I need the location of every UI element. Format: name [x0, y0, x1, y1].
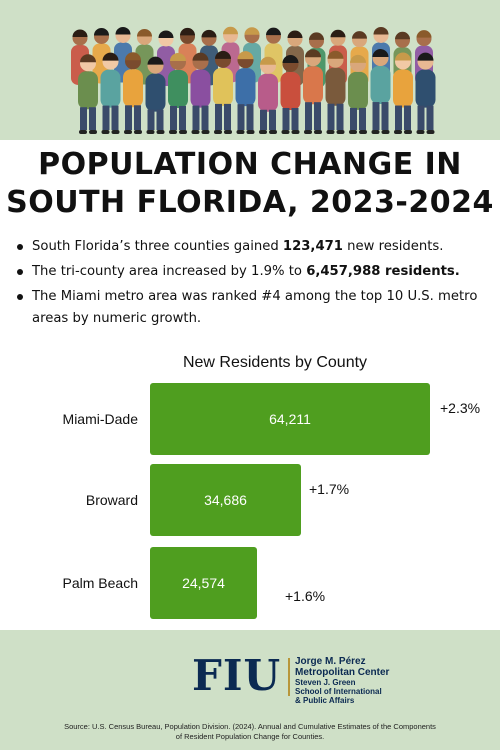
category-label: Palm Beach	[63, 575, 138, 591]
person-figure	[348, 54, 368, 134]
person-figure	[370, 49, 391, 134]
person-figure	[280, 54, 301, 134]
value-label: 24,574	[182, 575, 225, 591]
value-label: 34,686	[204, 492, 247, 508]
center-name-line: Metropolitan Center	[295, 667, 390, 678]
bullet-item: The Miami metro area was ranked #4 among…	[14, 286, 492, 330]
person-figure	[145, 56, 166, 134]
person-figure	[213, 50, 233, 134]
bullet-bold: 123,471	[282, 239, 343, 254]
crowd-illustration	[71, 26, 436, 134]
bar-palm-beach	[150, 547, 257, 619]
chart-title: New Residents by County	[182, 354, 368, 371]
center-name-line: Steven J. Green	[295, 678, 356, 687]
title-line-2: SOUTH FLORIDA, 2023-2024	[6, 185, 494, 220]
logo-divider	[288, 658, 290, 696]
bar-broward	[150, 464, 301, 536]
percent-change-label: +1.6%	[285, 588, 325, 604]
person-figure	[325, 50, 346, 134]
person-figure	[258, 56, 278, 134]
bar-chart: Miami-Dade 64,211 +2.3% Broward 34,686 +1.7% P…	[63, 383, 480, 619]
title-line-1: POPULATION CHANGE IN	[38, 147, 462, 182]
person-figure	[123, 52, 143, 134]
person-figure	[190, 52, 211, 134]
value-label: 64,211	[269, 411, 311, 427]
category-label: Miami-Dade	[63, 411, 139, 427]
center-name-line: Jorge M. Pérez	[295, 656, 366, 667]
bullet-text-end: new residents.	[342, 239, 444, 254]
bullet-item: The tri-county area increased by 1.9% to…	[14, 261, 492, 283]
person-figure	[303, 49, 323, 134]
center-name-line: & Public Affairs	[295, 696, 355, 705]
category-label: Broward	[86, 492, 138, 508]
source-citation: Source: U.S. Census Bureau, Population D…	[64, 722, 436, 741]
center-name: Jorge M. Pérez Metropolitan Center Steve…	[295, 656, 495, 705]
person-figure	[135, 28, 154, 85]
key-facts-list: South Florida’s three counties gained 12…	[14, 236, 492, 333]
bullet-bold: 6,457,988 residents.	[306, 264, 460, 279]
bullet-text: South Florida’s three counties gained	[32, 239, 283, 254]
fiu-wordmark: FIU	[192, 651, 282, 700]
person-figure	[235, 51, 256, 134]
bar-miami-dade	[150, 383, 430, 455]
center-name-line: School of International	[295, 687, 382, 696]
page-title: POPULATION CHANGE IN SOUTH FLORIDA, 2023…	[0, 146, 500, 222]
person-figure	[168, 52, 188, 134]
percent-change-label: +1.7%	[309, 481, 349, 497]
bullet-item: South Florida’s three counties gained 12…	[14, 236, 492, 258]
person-figure	[100, 52, 121, 134]
bullet-text: The Miami metro area was ranked #4 among…	[32, 289, 478, 326]
person-figure	[393, 52, 413, 134]
person-figure	[78, 54, 98, 134]
person-figure	[415, 52, 436, 134]
percent-change-label: +2.3%	[440, 400, 480, 416]
bullet-text: The tri-county area increased by 1.9% to	[32, 264, 307, 279]
